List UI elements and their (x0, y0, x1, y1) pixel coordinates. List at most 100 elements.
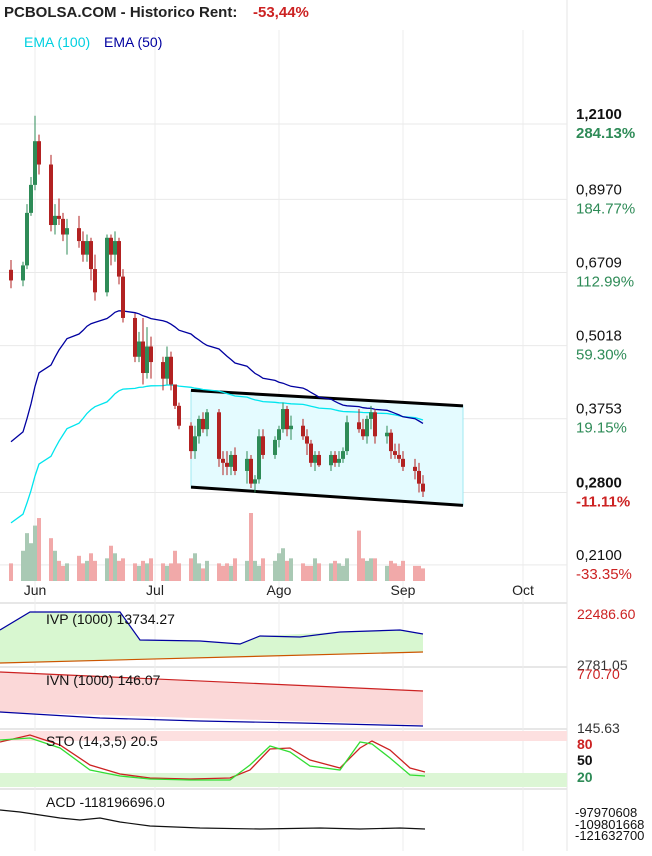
candle-body (193, 436, 197, 452)
candle-body (57, 215, 61, 219)
candle-body (289, 425, 293, 430)
volume-bar (369, 558, 373, 581)
acd-label: ACD -118196696.0 (46, 794, 165, 810)
volume-bar (57, 560, 61, 581)
candle-body (25, 212, 29, 266)
volume-bar (105, 558, 109, 581)
volume-bar (253, 560, 257, 581)
candle-body (33, 141, 37, 185)
candle-body (261, 436, 265, 455)
volume-bar (345, 558, 349, 581)
volume-bar (373, 558, 377, 581)
ivp-label: IVP (1000) 13734.27 (46, 611, 175, 627)
volume-bar (261, 558, 265, 581)
ivn-fill (0, 672, 423, 725)
candle-body (257, 436, 261, 480)
candle-body (53, 215, 57, 226)
price-level-label: 1,2100 (576, 106, 622, 123)
candle-body (369, 412, 373, 419)
volume-bar (401, 560, 405, 581)
volume-bar (389, 560, 393, 581)
candle-body (169, 356, 173, 385)
candle-body (305, 436, 309, 444)
volume-bar (245, 560, 249, 581)
ema50-legend: EMA (50) (104, 34, 162, 50)
x-tick-label: Jul (146, 582, 164, 598)
candle-body (285, 409, 289, 430)
volume-bar (329, 563, 333, 581)
axis-labels: 1,2100 284.13% 0,8970 184.77% 0,6709 112.99% 0… (24, 106, 636, 598)
volume-bar (421, 568, 425, 581)
volume-bar (137, 565, 141, 581)
candle-body (65, 228, 69, 235)
volume-bar (221, 565, 225, 581)
volume-bar (341, 565, 345, 581)
volume-bar (145, 563, 149, 581)
candle-body (361, 429, 365, 437)
candle-body (117, 241, 121, 277)
price-level-label: 0,2800 (576, 474, 622, 491)
volume-bar (77, 555, 81, 581)
candle-body (165, 356, 169, 379)
sto-signal-line (0, 734, 426, 780)
candle-body (373, 412, 377, 437)
candle-body (37, 141, 41, 165)
candle-body (309, 443, 313, 463)
price-level-label: 0,2100 (576, 547, 622, 564)
volume-bar (289, 558, 293, 581)
volume-bar (205, 560, 209, 581)
ivp-axis-high: 22486.60 (577, 606, 636, 622)
candle-body (205, 412, 209, 430)
sto-line (0, 737, 426, 781)
price-level-pct: 19.15% (576, 420, 627, 437)
candle-body (89, 241, 93, 270)
volume-bar (305, 565, 309, 581)
volume-bars (9, 513, 425, 581)
candle-body (397, 454, 401, 459)
acd-axis-1: -97970608 (575, 805, 637, 820)
candle-body (109, 237, 113, 255)
volume-bar (413, 565, 417, 581)
candle-body (301, 425, 305, 437)
volume-bar (89, 553, 93, 581)
candle-body (29, 184, 33, 213)
ivp-fill (0, 612, 423, 663)
volume-bar (21, 550, 25, 581)
candle-body (249, 458, 253, 484)
candle-body (105, 237, 109, 293)
ivn-signal-line (0, 671, 424, 692)
candlesticks (9, 115, 425, 498)
volume-bar (257, 565, 261, 581)
candle-body (345, 422, 349, 452)
volume-bar (61, 565, 65, 581)
volume-bar (317, 563, 321, 581)
volume-bar (281, 548, 285, 581)
volume-bar (201, 568, 205, 581)
candle-body (121, 276, 125, 318)
candle-body (341, 451, 345, 459)
candle-body (273, 439, 277, 455)
candle-body (21, 265, 25, 281)
volume-bar (117, 560, 121, 581)
ema100-legend: EMA (100) (24, 34, 90, 50)
volume-bar (29, 543, 33, 581)
candle-body (85, 241, 89, 255)
candle-body (173, 384, 177, 406)
ivn-label: IVN (1000) 146.07 (46, 672, 161, 688)
candle-body (329, 454, 333, 466)
candle-body (9, 269, 13, 281)
volume-bar (37, 518, 41, 581)
x-tick-label: Sep (391, 582, 416, 598)
volume-bar (197, 563, 201, 581)
volume-bar (361, 558, 365, 581)
ema-lines (10, 310, 424, 524)
sto-axis-20: 20 (577, 769, 593, 785)
candle-body (201, 418, 205, 430)
candle-body (189, 425, 193, 452)
volume-bar (149, 558, 153, 581)
ema100-line (10, 384, 424, 524)
price-level-label: 0,3753 (576, 401, 622, 418)
candle-body (333, 454, 337, 463)
rent-value: -53,44% (253, 4, 309, 21)
